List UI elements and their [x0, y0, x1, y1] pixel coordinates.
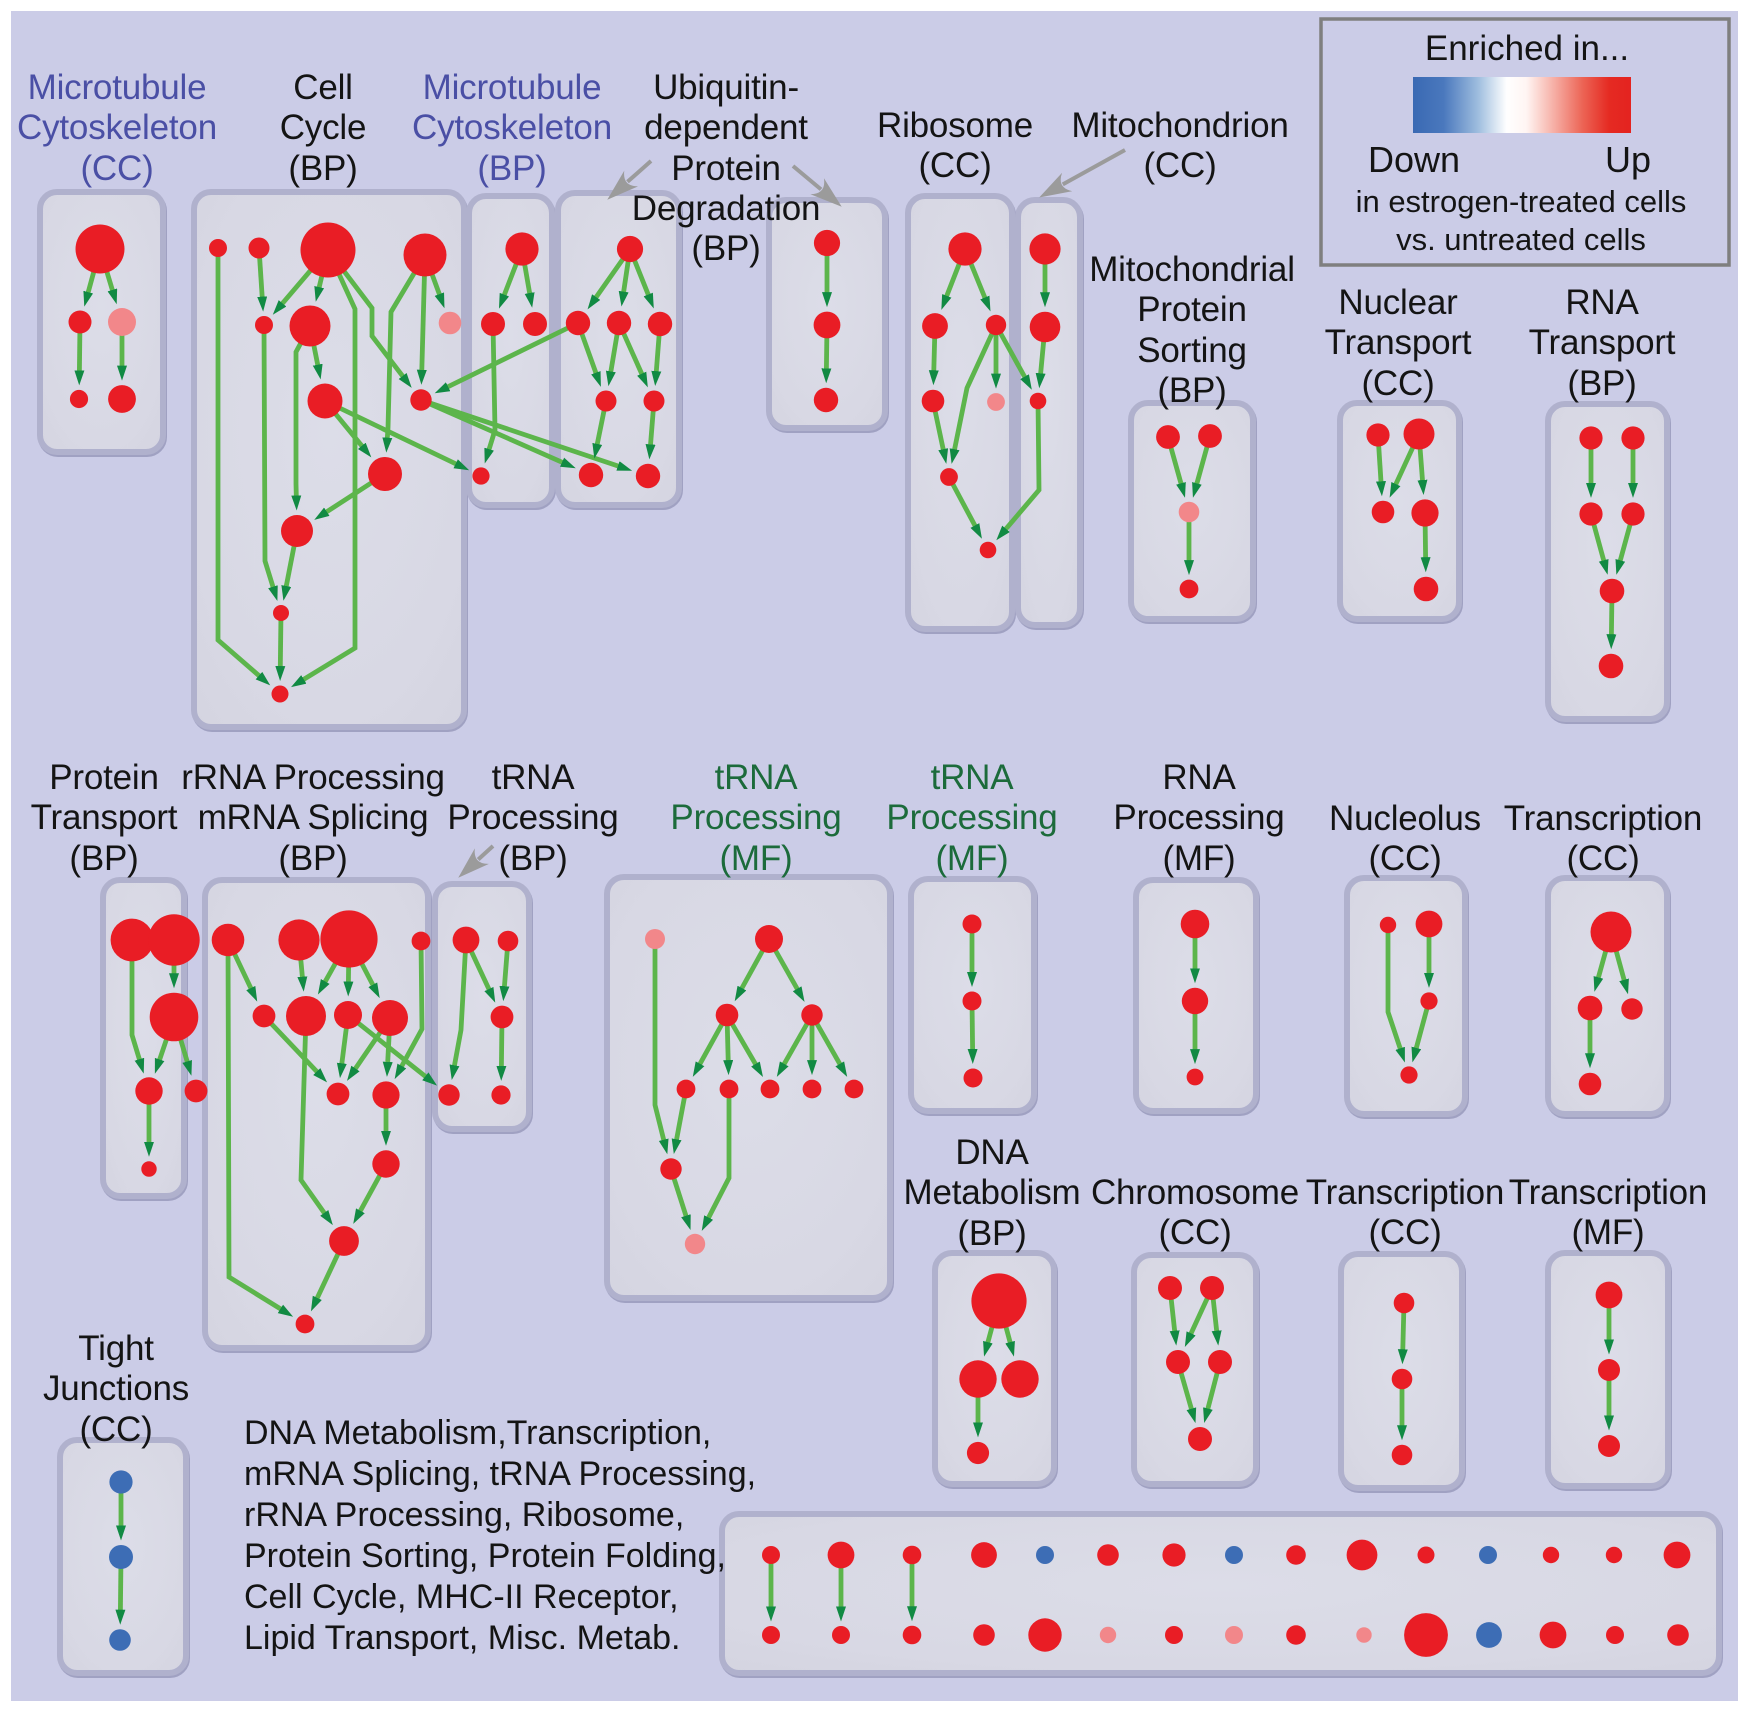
svg-text:(BP): (BP) — [278, 839, 347, 878]
svg-text:Chromosome: Chromosome — [1091, 1173, 1299, 1212]
svg-text:(CC): (CC) — [1368, 839, 1441, 878]
svg-text:Ubiquitin-: Ubiquitin- — [653, 68, 799, 107]
svg-text:mRNA Splicing: mRNA Splicing — [198, 798, 429, 837]
svg-text:(BP): (BP) — [1567, 364, 1636, 403]
svg-text:Cell Cycle, MHC-II Receptor,: Cell Cycle, MHC-II Receptor, — [244, 1578, 679, 1616]
svg-text:(CC): (CC) — [1361, 364, 1434, 403]
svg-text:Up: Up — [1605, 139, 1651, 180]
svg-text:tRNA: tRNA — [492, 758, 576, 797]
svg-text:Cycle: Cycle — [280, 108, 367, 147]
svg-text:mRNA Splicing, tRNA Processing: mRNA Splicing, tRNA Processing, — [244, 1455, 756, 1493]
svg-text:Processing: Processing — [1113, 798, 1284, 837]
svg-text:(MF): (MF) — [935, 839, 1008, 878]
svg-text:Tight: Tight — [78, 1329, 154, 1368]
svg-text:Sorting: Sorting — [1137, 331, 1247, 370]
svg-text:Transport: Transport — [1325, 323, 1472, 362]
svg-text:tRNA: tRNA — [931, 758, 1015, 797]
svg-text:(BP): (BP) — [477, 149, 546, 188]
svg-text:(CC): (CC) — [1368, 1213, 1441, 1252]
svg-text:Down: Down — [1368, 139, 1460, 180]
svg-text:Metabolism: Metabolism — [904, 1173, 1081, 1212]
svg-text:DNA Metabolism,Transcription,: DNA Metabolism,Transcription, — [244, 1414, 711, 1452]
svg-text:(BP): (BP) — [1157, 371, 1226, 410]
svg-text:Cytoskeleton: Cytoskeleton — [412, 108, 612, 147]
svg-text:Ribosome: Ribosome — [877, 106, 1033, 145]
svg-text:vs. untreated cells: vs. untreated cells — [1396, 222, 1646, 257]
svg-text:Mitochondrion: Mitochondrion — [1071, 106, 1288, 145]
svg-text:Cytoskeleton: Cytoskeleton — [17, 108, 217, 147]
svg-text:(CC): (CC) — [1158, 1213, 1231, 1252]
svg-text:(BP): (BP) — [498, 839, 567, 878]
svg-text:Processing: Processing — [670, 798, 841, 837]
svg-text:(CC): (CC) — [80, 149, 153, 188]
svg-text:(MF): (MF) — [1571, 1213, 1644, 1252]
svg-text:Processing: Processing — [447, 798, 618, 837]
svg-text:Processing: Processing — [886, 798, 1057, 837]
svg-text:(MF): (MF) — [1162, 839, 1235, 878]
svg-text:Degradation: Degradation — [632, 189, 821, 228]
svg-text:Transcription: Transcription — [1504, 799, 1702, 838]
svg-text:rRNA Processing, Ribosome,: rRNA Processing, Ribosome, — [244, 1496, 684, 1534]
svg-text:tRNA: tRNA — [715, 758, 799, 797]
svg-text:(CC): (CC) — [918, 146, 991, 185]
svg-text:Microtubule: Microtubule — [28, 68, 207, 107]
svg-text:Microtubule: Microtubule — [423, 68, 602, 107]
svg-text:Protein: Protein — [49, 758, 159, 797]
svg-text:Junctions: Junctions — [43, 1369, 189, 1408]
svg-text:Enriched in...: Enriched in... — [1425, 29, 1629, 68]
svg-text:(BP): (BP) — [691, 229, 760, 268]
svg-text:Transport: Transport — [1529, 323, 1676, 362]
svg-text:(BP): (BP) — [69, 839, 138, 878]
svg-text:(MF): (MF) — [719, 839, 792, 878]
svg-text:Transport: Transport — [31, 798, 178, 837]
svg-text:Transcription: Transcription — [1306, 1173, 1504, 1212]
svg-text:(CC): (CC) — [79, 1410, 152, 1449]
svg-text:Protein Sorting, Protein Foldi: Protein Sorting, Protein Folding, — [244, 1537, 726, 1575]
svg-text:Nuclear: Nuclear — [1338, 283, 1458, 322]
svg-text:rRNA Processing: rRNA Processing — [181, 758, 444, 797]
svg-text:in estrogen-treated cells: in estrogen-treated cells — [1356, 184, 1687, 219]
svg-text:Cell: Cell — [293, 68, 353, 107]
svg-text:(BP): (BP) — [957, 1214, 1026, 1253]
svg-text:Transcription: Transcription — [1509, 1173, 1707, 1212]
svg-text:DNA: DNA — [955, 1133, 1029, 1172]
svg-text:Nucleolus: Nucleolus — [1329, 799, 1481, 838]
svg-text:Lipid Transport, Misc. Metab.: Lipid Transport, Misc. Metab. — [244, 1619, 681, 1657]
svg-text:Protein: Protein — [1137, 290, 1247, 329]
svg-text:Protein: Protein — [671, 149, 781, 188]
svg-text:Mitochondrial: Mitochondrial — [1089, 250, 1295, 289]
svg-text:(CC): (CC) — [1566, 839, 1639, 878]
svg-text:(BP): (BP) — [288, 149, 357, 188]
svg-text:RNA: RNA — [1565, 283, 1639, 322]
svg-text:dependent: dependent — [644, 108, 808, 147]
svg-text:RNA: RNA — [1162, 758, 1236, 797]
svg-text:(CC): (CC) — [1143, 146, 1216, 185]
